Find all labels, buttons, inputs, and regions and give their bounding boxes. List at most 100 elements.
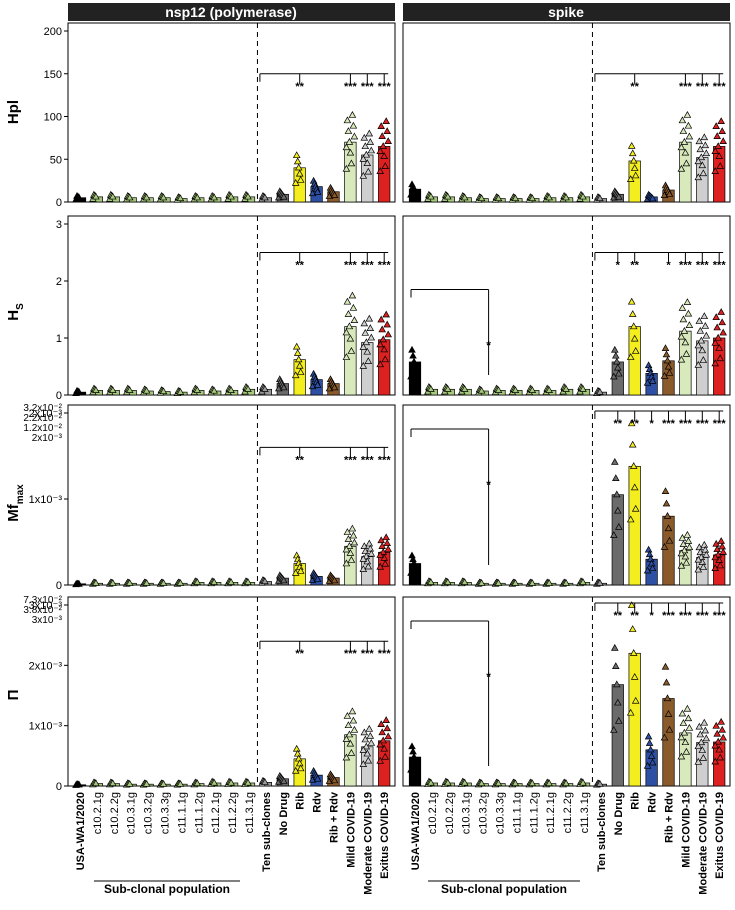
y-tick-label: 0	[56, 781, 62, 793]
data-point	[210, 578, 218, 585]
data-point	[677, 143, 686, 151]
data-point	[92, 192, 100, 200]
y-tick-label: 1	[56, 333, 62, 345]
data-point	[661, 344, 670, 352]
data-point	[427, 192, 435, 200]
data-point	[716, 753, 724, 761]
data-point	[350, 725, 359, 733]
data-point	[344, 535, 353, 542]
data-point	[75, 780, 83, 788]
y-tick-label: 2	[56, 276, 62, 288]
data-point	[701, 141, 710, 149]
data-point	[346, 334, 355, 342]
data-point	[383, 320, 391, 328]
y-tick-label: 50	[50, 154, 62, 166]
data-point	[685, 543, 694, 551]
data-point	[648, 564, 657, 572]
data-point	[347, 556, 356, 563]
data-point	[227, 778, 235, 786]
data-point	[698, 746, 707, 753]
data-point	[377, 122, 385, 129]
data-point	[384, 137, 392, 144]
data-point	[627, 297, 636, 305]
data-point	[313, 187, 322, 195]
data-point	[711, 338, 719, 346]
y-tick-label: 3x10⁻³	[29, 600, 63, 612]
y-upper-tick-label: 3.2x10⁻²	[23, 403, 62, 414]
data-point	[711, 757, 719, 765]
data-point	[683, 298, 692, 305]
data-point	[545, 579, 553, 586]
y-tick-label: 0	[56, 197, 62, 209]
data-point	[244, 578, 252, 585]
data-point	[361, 328, 370, 336]
x-label-moderate-covid-19: Moderate COVID-19	[697, 792, 709, 895]
data-point	[700, 540, 709, 548]
data-point	[477, 386, 486, 394]
data-point	[378, 325, 386, 333]
data-point	[460, 193, 469, 201]
data-point	[227, 192, 235, 200]
data-point	[630, 164, 639, 171]
data-point	[460, 778, 469, 786]
x-label-c10-2-2g: c10.2.2g	[444, 792, 456, 834]
y-tick-label: 2x10⁻³	[29, 408, 63, 420]
data-point	[349, 303, 358, 311]
data-point	[718, 725, 726, 733]
data-point	[711, 359, 719, 367]
data-point	[294, 754, 303, 762]
data-point	[477, 194, 486, 202]
data-point	[615, 716, 623, 724]
data-point	[176, 387, 185, 395]
data-point	[176, 779, 185, 787]
row-label-hs: HS	[5, 303, 26, 321]
data-point	[511, 779, 520, 787]
data-point	[296, 764, 305, 772]
data-point	[261, 385, 269, 392]
sig-star: **	[630, 418, 639, 430]
y-tick-label: 0	[56, 390, 62, 402]
x-label-rib-rdv: Rib + Rdv	[664, 791, 676, 843]
data-point	[695, 137, 704, 145]
x-label-c10-3-1g: c10.3.1g	[126, 792, 138, 834]
sub-clonal-group-left: Sub-clonal population	[94, 880, 240, 896]
x-label-c11-1-2g: c11.1.2g	[193, 792, 205, 833]
data-point	[410, 357, 418, 365]
x-label-c10-3-2g: c10.3.2g	[478, 792, 490, 834]
data-point	[629, 462, 638, 469]
data-point	[678, 303, 687, 311]
data-point	[380, 152, 388, 159]
data-point	[562, 779, 570, 787]
data-point	[715, 745, 723, 753]
data-point	[378, 132, 386, 139]
data-point	[409, 747, 417, 755]
data-point	[684, 537, 693, 544]
y-upper-tick-label: 2.2x10⁻²	[23, 413, 62, 424]
sig-star: ***	[378, 648, 392, 660]
data-point	[701, 322, 710, 329]
data-point	[664, 524, 673, 532]
y-tick-label: 2x10⁻³	[29, 660, 63, 672]
data-point	[292, 151, 301, 159]
data-point	[615, 192, 623, 200]
data-point	[342, 545, 351, 553]
data-point	[244, 385, 252, 392]
data-point	[345, 730, 354, 738]
sig-star: *	[649, 418, 654, 430]
data-point	[348, 707, 357, 715]
data-point	[407, 568, 415, 576]
x-label-rib: Rib	[295, 792, 307, 810]
data-point	[648, 376, 657, 384]
data-point	[678, 709, 687, 717]
row-label-pi-main: Π	[5, 690, 22, 701]
data-point	[364, 562, 373, 570]
data-point	[700, 718, 709, 726]
data-point	[348, 291, 357, 299]
x-label-c10-2-1g: c10.2.1g	[427, 792, 439, 834]
data-point	[359, 554, 368, 562]
data-point	[384, 545, 392, 552]
sig-star: ***	[679, 260, 693, 272]
data-point	[694, 742, 703, 750]
x-label-rib-rdv: Rib + Rdv	[329, 791, 341, 843]
data-point	[719, 547, 727, 555]
